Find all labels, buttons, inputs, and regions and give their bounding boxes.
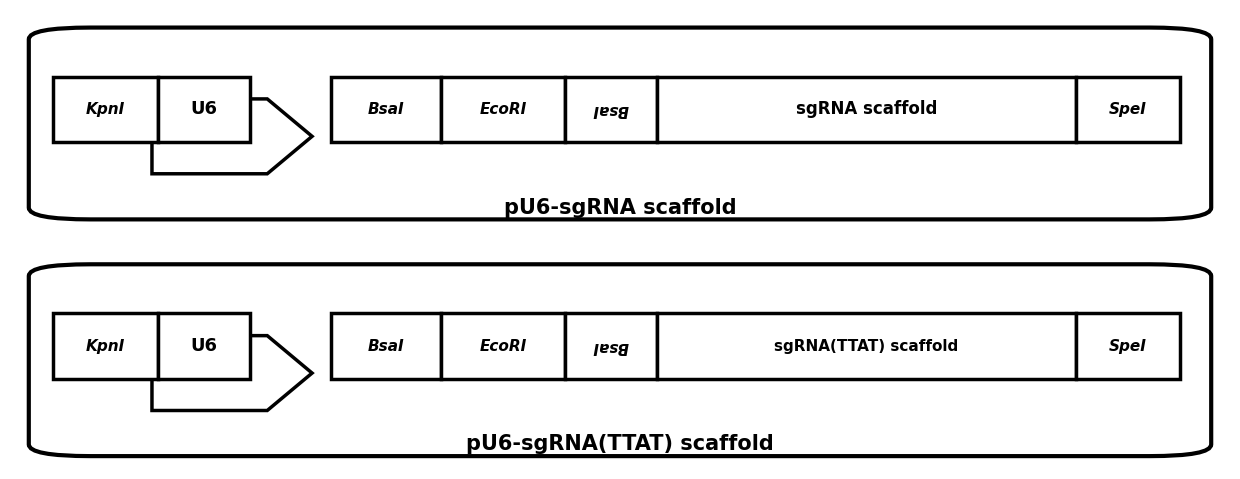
Text: sgRNA(TTAT) scaffold: sgRNA(TTAT) scaffold [774, 339, 959, 354]
Bar [441, 313, 564, 379]
Text: SpeI: SpeI [1109, 102, 1147, 117]
Bar [1076, 77, 1180, 142]
Bar [331, 313, 441, 379]
Polygon shape [153, 99, 312, 174]
Text: BsaI: BsaI [368, 339, 404, 354]
Text: KpnI: KpnI [86, 102, 125, 117]
Text: SpeI: SpeI [1109, 339, 1147, 354]
Text: BsaI: BsaI [593, 102, 629, 117]
Bar [657, 313, 1076, 379]
Bar [657, 77, 1076, 142]
FancyBboxPatch shape [29, 264, 1211, 456]
Text: pU6-sgRNA(TTAT) scaffold: pU6-sgRNA(TTAT) scaffold [466, 434, 774, 455]
Text: sgRNA scaffold: sgRNA scaffold [796, 101, 937, 118]
Bar [564, 313, 657, 379]
Text: U6: U6 [191, 337, 218, 355]
Text: U6: U6 [191, 101, 218, 118]
Text: BsaI: BsaI [593, 339, 629, 354]
Text: EcoRI: EcoRI [480, 102, 527, 117]
Bar [564, 77, 657, 142]
Bar [441, 77, 564, 142]
Bar [159, 77, 250, 142]
Bar [159, 313, 250, 379]
Polygon shape [153, 336, 312, 411]
Bar [53, 77, 159, 142]
Text: pU6-sgRNA scaffold: pU6-sgRNA scaffold [503, 198, 737, 217]
Text: EcoRI: EcoRI [480, 339, 527, 354]
Bar [331, 77, 441, 142]
Bar [53, 313, 159, 379]
Bar [1076, 313, 1180, 379]
FancyBboxPatch shape [29, 28, 1211, 219]
Text: BsaI: BsaI [368, 102, 404, 117]
Text: KpnI: KpnI [86, 339, 125, 354]
